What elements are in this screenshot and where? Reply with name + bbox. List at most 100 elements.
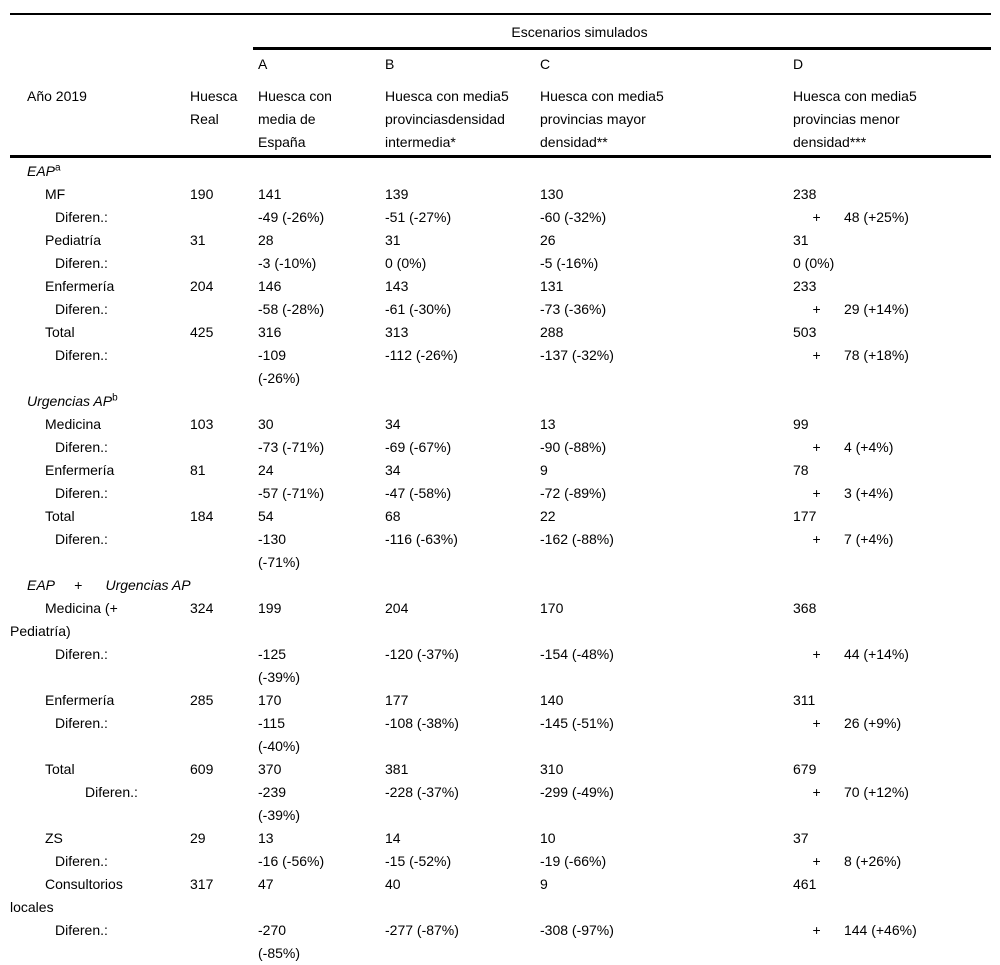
cell-b <box>385 574 540 597</box>
cell-d: + 8 (+26%) <box>793 853 902 869</box>
table-row: Diferen.: -239 (-39%) -228 (-37%) -299 (-49… <box>10 781 991 827</box>
cell-huesca-real: 31 <box>190 232 206 248</box>
spacer <box>190 53 258 76</box>
table-row: Consultorios locales 317 47 40 9 461 <box>10 873 991 919</box>
cell-c: 22 <box>540 508 556 524</box>
row-label: Enfermería <box>45 278 115 294</box>
row-label: Diferen.: <box>55 439 108 455</box>
cell-b: 68 <box>385 508 401 524</box>
cell-b: -108 (-38%) <box>385 715 459 731</box>
cell-b: -69 (-67%) <box>385 439 452 455</box>
cell-c: 288 <box>540 324 564 340</box>
cell-c: 170 <box>540 600 564 616</box>
cell-d: 233 <box>793 278 817 294</box>
table-row: Enfermería 204 146 143 131 233 <box>10 275 991 298</box>
cell-a: -57 (-71%) <box>258 485 325 501</box>
cell-c: 131 <box>540 278 564 294</box>
cell-c: -72 (-89%) <box>540 485 607 501</box>
cell-huesca-real <box>190 781 258 827</box>
cell-huesca-real <box>190 436 258 459</box>
cell-huesca-real <box>190 344 258 390</box>
column-letters-row: A B C D <box>10 53 991 76</box>
cell-b: 177 <box>385 692 409 708</box>
cell-d: 0 (0%) <box>793 255 835 271</box>
cell-huesca-real <box>190 482 258 505</box>
footnote-marker: a <box>55 162 61 174</box>
row-label: Diferen.: <box>55 853 108 869</box>
cell-huesca-real: 29 <box>190 830 206 846</box>
table-row: Diferen.: -109 (-26%) -112 (-26%) -137 (-32… <box>10 344 991 390</box>
cell-c: 9 <box>540 462 548 478</box>
top-rule <box>10 13 991 15</box>
cell-d: 177 <box>793 508 817 524</box>
cell-huesca-real <box>190 919 258 965</box>
cell-huesca-real <box>190 850 258 873</box>
cell-b: -228 (-37%) <box>385 784 459 800</box>
table-row: Total 184 54 68 22 177 <box>10 505 991 528</box>
row-label: Diferen.: <box>55 485 108 501</box>
cell-huesca-real <box>190 528 258 574</box>
cell-d: + 26 (+9%) <box>793 715 902 731</box>
cell-huesca-real: 285 <box>190 692 214 708</box>
cell-huesca-real: 184 <box>190 508 214 524</box>
cell-a: -130 (-71%) <box>258 531 301 570</box>
table-row: Diferen.: -130 (-71%) -116 (-63%) -162 (-88… <box>10 528 991 574</box>
cell-c: -162 (-88%) <box>540 531 614 547</box>
cell-b: -116 (-63%) <box>385 531 458 547</box>
cell-a: 24 <box>258 462 274 478</box>
cell-d: + 4 (+4%) <box>793 439 894 455</box>
table-row: Enfermería 81 24 34 9 78 <box>10 459 991 482</box>
row-label: Diferen.: <box>55 209 108 225</box>
cell-b: 31 <box>385 232 401 248</box>
cell-b: 0 (0%) <box>385 255 427 271</box>
scenarios-group-title: Escenarios simulados <box>511 24 648 40</box>
cell-a: 30 <box>258 416 274 432</box>
cell-huesca-real: 81 <box>190 462 206 478</box>
cell-c: 310 <box>540 761 564 777</box>
cell-b: -112 (-26%) <box>385 347 458 363</box>
row-label: Diferen.: <box>55 301 108 317</box>
row-label: Diferen.: <box>55 347 108 363</box>
table-row: MF 190 141 139 130 238 <box>10 183 991 206</box>
cell-huesca-real: 103 <box>190 416 214 432</box>
cell-b <box>385 160 540 183</box>
table-row: Medicina (+ Pediatría) 324 199 204 170 368 <box>10 597 991 643</box>
cell-a: 370 <box>258 761 282 777</box>
cell-huesca-real <box>190 574 258 597</box>
cell-c <box>540 574 793 597</box>
cell-b: -15 (-52%) <box>385 853 452 869</box>
row-label: Diferen.: <box>85 784 138 800</box>
cell-d: 78 <box>793 462 809 478</box>
cell-b: -51 (-27%) <box>385 209 452 225</box>
cell-huesca-real <box>190 643 258 689</box>
column-desc-a: Huesca con media de España <box>258 88 332 150</box>
cell-d: 461 <box>793 876 817 892</box>
cell-c: 130 <box>540 186 564 202</box>
cell-d: + 3 (+4%) <box>793 485 894 501</box>
cell-b: -277 (-87%) <box>385 922 459 938</box>
cell-d: + 29 (+14%) <box>793 301 909 317</box>
table-row: Diferen.: -270 (-85%) -277 (-87%) -308 (-97… <box>10 919 991 965</box>
row-label: Medicina (+ Pediatría) <box>10 600 118 639</box>
cell-a: 28 <box>258 232 274 248</box>
cell-a: -270 (-85%) <box>258 922 301 961</box>
table-body: EAPa MF 190 141 139 130 238 Diferen.: -49 (-26%)… <box>10 158 991 965</box>
table-row: EAPa <box>10 160 991 183</box>
row-label: Urgencias APb <box>27 392 118 409</box>
column-letter-d: D <box>793 56 804 72</box>
cell-a: 141 <box>258 186 282 202</box>
cell-c: -90 (-88%) <box>540 439 607 455</box>
cell-c: -137 (-32%) <box>540 347 614 363</box>
table-row: Urgencias APb <box>10 390 991 413</box>
cell-c: -60 (-32%) <box>540 209 607 225</box>
cell-b: -120 (-37%) <box>385 646 459 662</box>
column-desc-d: Huesca con media5 provincias menor densi… <box>793 88 917 150</box>
cell-a: -49 (-26%) <box>258 209 325 225</box>
row-label: MF <box>45 186 66 202</box>
cell-b: 14 <box>385 830 401 846</box>
row-label: Total <box>45 324 75 340</box>
cell-a: -58 (-28%) <box>258 301 325 317</box>
cell-a: -109 (-26%) <box>258 347 301 386</box>
cell-b: 381 <box>385 761 409 777</box>
cell-a: 146 <box>258 278 282 294</box>
